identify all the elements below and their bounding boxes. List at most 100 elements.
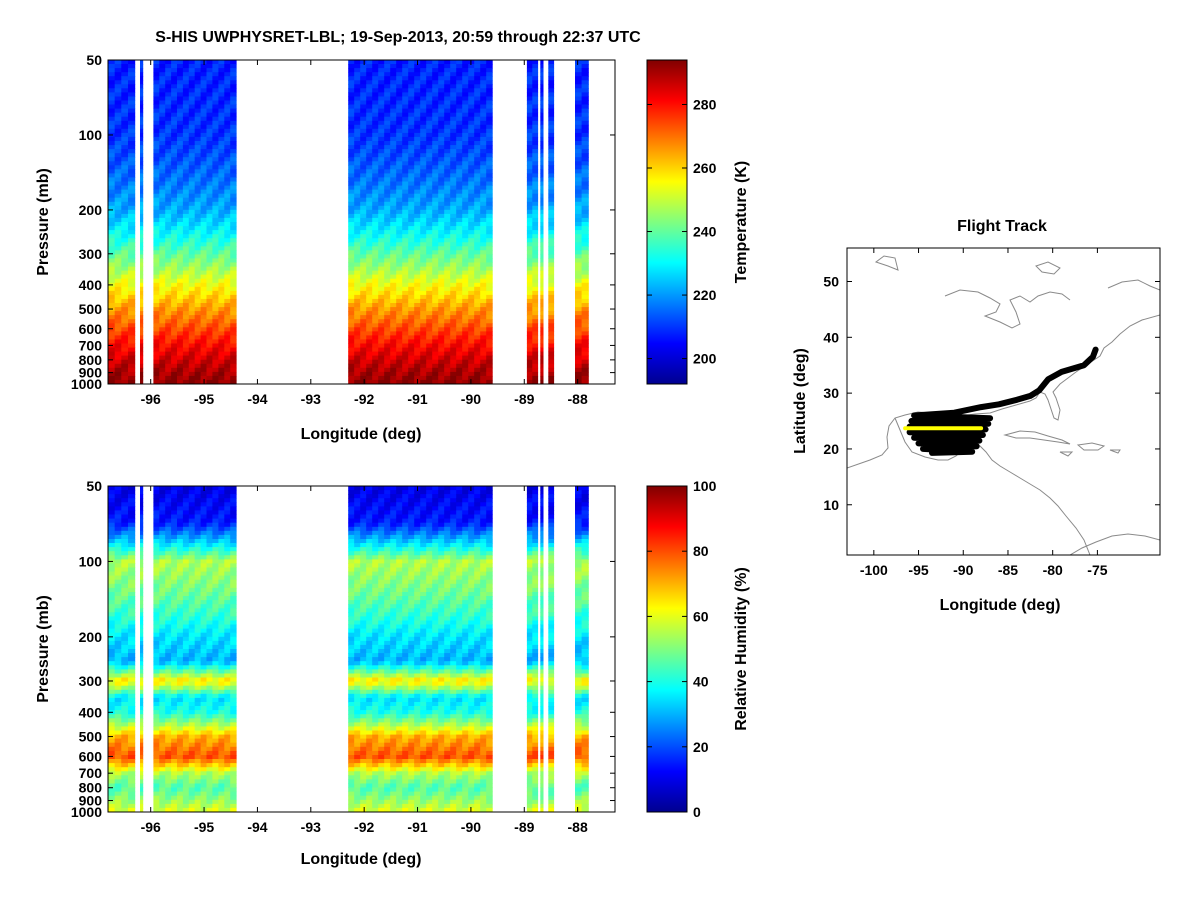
heatmap-cell bbox=[444, 193, 451, 199]
y-tick-label: 600 bbox=[79, 321, 103, 337]
heatmap-cell bbox=[456, 343, 463, 348]
heatmap-cell bbox=[526, 242, 533, 247]
heatmap-cell bbox=[212, 173, 219, 178]
heatmap-cell bbox=[432, 197, 439, 203]
heatmap-cell bbox=[456, 347, 463, 353]
heatmap-cell bbox=[188, 201, 196, 207]
heatmap-cell bbox=[171, 120, 178, 126]
heatmap-cell bbox=[128, 80, 136, 85]
heatmap-cell bbox=[526, 359, 533, 365]
heatmap-cell bbox=[212, 258, 219, 263]
heatmap-cell bbox=[444, 157, 451, 162]
heatmap-cell bbox=[140, 266, 144, 272]
heatmap-cell bbox=[153, 575, 160, 581]
heatmap-cell bbox=[384, 116, 391, 122]
heatmap-cell bbox=[414, 185, 421, 191]
heatmap-cell bbox=[121, 68, 129, 73]
heatmap-cell bbox=[165, 173, 172, 178]
heatmap-cell bbox=[396, 355, 403, 361]
heatmap-cell bbox=[540, 132, 544, 138]
heatmap-cell bbox=[354, 201, 361, 207]
heatmap-cell bbox=[360, 201, 367, 207]
heatmap-cell bbox=[182, 141, 190, 146]
heatmap-cell bbox=[462, 116, 469, 122]
heatmap-cell bbox=[444, 339, 451, 344]
heatmap-cell bbox=[194, 294, 202, 300]
heatmap-cell bbox=[548, 165, 555, 170]
heatmap-cell bbox=[128, 290, 136, 296]
heatmap-cell bbox=[468, 262, 475, 267]
heatmap-cell bbox=[159, 112, 166, 118]
heatmap-cell bbox=[224, 64, 231, 69]
heatmap-cell bbox=[390, 197, 397, 203]
heatmap-cell bbox=[200, 222, 207, 227]
heatmap-cell bbox=[468, 298, 475, 304]
heatmap-cell bbox=[153, 726, 160, 731]
heatmap-cell bbox=[540, 307, 544, 312]
heatmap-cell bbox=[212, 165, 219, 170]
heatmap-cell bbox=[432, 84, 439, 89]
heatmap-cell bbox=[402, 169, 409, 174]
heatmap-cell bbox=[165, 649, 172, 654]
heatmap-cell bbox=[194, 502, 202, 507]
heatmap-cell bbox=[188, 234, 196, 239]
heatmap-cell bbox=[456, 250, 463, 255]
heatmap-cell bbox=[114, 254, 122, 259]
heatmap-cell bbox=[114, 262, 122, 267]
heatmap-cell bbox=[432, 371, 439, 377]
heatmap-cell bbox=[548, 282, 555, 288]
heatmap-cell bbox=[182, 587, 190, 593]
heatmap-cell bbox=[468, 181, 475, 186]
heatmap-cell bbox=[468, 331, 475, 336]
heatmap-cell bbox=[182, 759, 190, 764]
heatmap-cell bbox=[396, 363, 403, 369]
heatmap-cell bbox=[140, 771, 144, 776]
heatmap-cell bbox=[188, 596, 196, 601]
heatmap-cell bbox=[224, 323, 231, 328]
heatmap-cell bbox=[182, 522, 190, 528]
heatmap-cell bbox=[378, 367, 385, 373]
heatmap-cell bbox=[575, 141, 583, 146]
heatmap-cell bbox=[206, 307, 213, 312]
heatmap-cell bbox=[548, 157, 555, 162]
heatmap-cell bbox=[420, 311, 427, 316]
heatmap-cell bbox=[366, 351, 373, 357]
heatmap-cell bbox=[462, 371, 469, 377]
heatmap-cell bbox=[171, 559, 178, 564]
heatmap-cell bbox=[200, 246, 207, 251]
heatmap-cell bbox=[438, 355, 445, 361]
heatmap-cell bbox=[456, 375, 463, 381]
heatmap-cell bbox=[140, 673, 144, 679]
heatmap-cell bbox=[188, 359, 196, 365]
heatmap-cell bbox=[348, 217, 355, 223]
heatmap-cell bbox=[366, 173, 373, 178]
heatmap-cell bbox=[114, 791, 122, 797]
heatmap-cell bbox=[194, 600, 202, 605]
heatmap-cell bbox=[218, 246, 225, 251]
heatmap-cell bbox=[153, 734, 160, 740]
heatmap-cell bbox=[426, 230, 433, 235]
heatmap-cell bbox=[128, 547, 136, 552]
heatmap-cell bbox=[360, 230, 367, 235]
heatmap-cell bbox=[165, 274, 172, 280]
heatmap-cell bbox=[159, 677, 166, 683]
heatmap-cell bbox=[108, 177, 116, 182]
heatmap-cell bbox=[153, 518, 160, 524]
heatmap-cell bbox=[114, 604, 122, 609]
heatmap-cell bbox=[121, 640, 129, 646]
heatmap-cell bbox=[121, 547, 129, 552]
heatmap-cell bbox=[474, 165, 481, 170]
heatmap-cell bbox=[390, 84, 397, 89]
heatmap-cell bbox=[114, 706, 122, 711]
heatmap-cell bbox=[426, 185, 433, 191]
heatmap-cell bbox=[153, 730, 160, 736]
heatmap-cell bbox=[450, 262, 457, 267]
heatmap-cell bbox=[224, 173, 231, 178]
heatmap-cell bbox=[384, 363, 391, 369]
heatmap-cell bbox=[438, 185, 445, 191]
heatmap-cell bbox=[140, 88, 144, 93]
heatmap-cell bbox=[354, 72, 361, 77]
heatmap-cell bbox=[532, 323, 539, 328]
heatmap-cell bbox=[218, 161, 225, 166]
heatmap-cell bbox=[188, 494, 196, 499]
